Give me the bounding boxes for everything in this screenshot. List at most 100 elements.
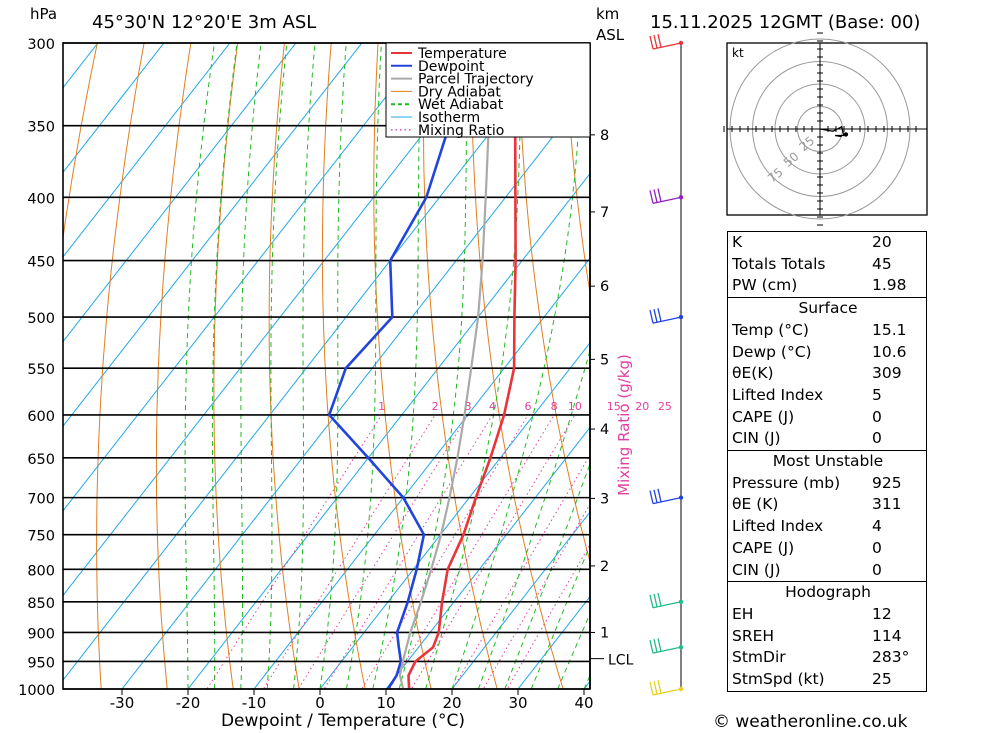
indices-row: CAPE (J) 0	[728, 407, 928, 429]
barb-point	[678, 495, 684, 500]
index-label: StmDir	[732, 648, 786, 667]
dry-adiabat-line	[373, 43, 432, 689]
parcel-trajectory-line	[398, 43, 490, 689]
mixing-ratio-label: 1	[378, 400, 385, 413]
wind-barb-feather	[649, 640, 654, 654]
isotherm-line	[63, 43, 297, 343]
isotherm-line	[63, 43, 231, 258]
mixing-ratio-line	[452, 454, 590, 689]
x-tick-label: -20	[176, 694, 201, 712]
location-title: 45°30'N 12°20'E 3m ASL	[92, 12, 316, 33]
legend-label: Dewpoint	[418, 59, 485, 75]
pressure-tick-label: 1000	[18, 683, 55, 699]
x-tick-label: -10	[242, 694, 267, 712]
legend-label: Isotherm	[418, 110, 480, 126]
dewpoint-line	[327, 43, 463, 689]
wind-barb-shaft	[652, 688, 682, 696]
isotherm-line	[187, 172, 590, 689]
index-label: CAPE (J)	[732, 407, 795, 426]
legend-label: Wet Adiabat	[418, 97, 504, 113]
wind-barb-shaft	[652, 196, 682, 204]
dry-adiabat-line	[155, 43, 192, 689]
indices-row: Pressure (mb) 925	[728, 473, 928, 495]
isotherm-line	[451, 511, 590, 689]
wet-adiabat-line	[266, 43, 288, 689]
mixing-ratio-label: 6	[525, 400, 532, 413]
indices-top-box: K 20 Totals Totals 45 PW (cm) 1.98	[727, 231, 928, 299]
section-title-text: Hodograph	[785, 583, 871, 602]
wet-adiabat-line	[211, 43, 238, 689]
indices-row: EH 12	[728, 604, 928, 626]
km-tick-label: 7	[600, 205, 609, 221]
pressure-tick-label: 350	[27, 120, 55, 136]
km-tick-label: 1	[600, 625, 609, 641]
wet-adiabat-line	[293, 43, 316, 689]
index-label: Temp (°C)	[732, 320, 809, 339]
indices-row: StmDir 283°	[728, 647, 928, 669]
mixing-ratio-label: 3	[465, 400, 472, 413]
dry-adiabat-line	[931, 6, 1000, 715]
indices-row: StmSpd (kt) 25	[728, 669, 928, 691]
datetime-title: 15.11.2025 12GMT (Base: 00)	[650, 12, 920, 33]
km-tick-label: 8	[600, 128, 609, 144]
index-label: StmSpd (kt)	[732, 670, 825, 689]
x-tick-label: 0	[315, 694, 325, 712]
dry-adiabat-line	[268, 43, 300, 689]
indices-hodograph-box: Hodograph EH 12 SREH 114 StmDir 283° StmSpd (kt…	[727, 581, 927, 692]
index-value: 114	[872, 626, 902, 645]
pressure-tick-label: 500	[27, 311, 55, 327]
index-label: CAPE (J)	[732, 538, 795, 557]
index-value: 10.6	[872, 342, 907, 361]
index-label: Pressure (mb)	[732, 473, 841, 492]
wind-barb-shaft	[652, 496, 682, 505]
index-value: 0	[872, 560, 882, 579]
index-label: Lifted Index	[732, 385, 824, 404]
wind-barb-shaft	[652, 316, 682, 324]
temperature-line	[407, 43, 517, 689]
legend-label: Parcel Trajectory	[418, 72, 534, 88]
x-tick-label: 20	[442, 694, 461, 712]
isotherm-line	[63, 43, 429, 512]
wet-adiabat-line	[530, 543, 590, 689]
mixing-ratio-line	[361, 414, 529, 689]
x-tick-label: -30	[110, 694, 135, 712]
dry-adiabat-line	[321, 43, 366, 689]
km-tick-label: 6	[600, 279, 609, 295]
index-value: 925	[872, 473, 902, 492]
pressure-tick-label: 450	[27, 255, 55, 271]
indices-section-title: Most Unstable	[728, 451, 928, 473]
pressure-tick-label: 750	[27, 529, 55, 545]
x-axis-label: Dewpoint / Temperature (°C)	[221, 711, 465, 731]
wind-barb-feather	[649, 681, 654, 696]
wind-barb-feather	[657, 592, 662, 607]
mixing-ratio-label: 8	[551, 400, 558, 413]
dry-adiabat-line	[63, 43, 98, 242]
km-tick-label: 3	[600, 491, 609, 507]
indices-section-title: Hodograph	[728, 582, 928, 604]
km-tick-label: 2	[600, 559, 609, 575]
indices-table: K 20 Totals Totals 45 PW (cm) 1.98 Surface Tem…	[727, 231, 928, 692]
indices-row: Totals Totals 45	[728, 254, 928, 276]
isotherm-line	[63, 43, 165, 174]
index-value: 15.1	[872, 320, 907, 339]
pressure-tick-label: 900	[27, 626, 55, 642]
index-label: θE(K)	[732, 364, 774, 383]
wind-barb-shaft	[652, 601, 682, 609]
indices-row: Lifted Index 4	[728, 516, 928, 538]
pressure-tick-label: 700	[27, 492, 55, 508]
wind-barb-shaft	[652, 646, 682, 654]
wind-barb-feather	[649, 490, 654, 504]
wind-barb-feather	[653, 489, 658, 503]
indices-row: Dewp (°C) 10.6	[728, 342, 928, 364]
indices-row: CAPE (J) 0	[728, 538, 928, 560]
legend-label: Mixing Ratio	[418, 123, 504, 139]
index-value: 309	[872, 364, 902, 383]
pressure-tick-label: 550	[27, 362, 55, 378]
dry-adiabat-line	[213, 43, 239, 689]
index-value: 25	[872, 670, 892, 689]
section-title-text: Surface	[798, 299, 858, 318]
asl-label: ASL	[596, 26, 625, 44]
